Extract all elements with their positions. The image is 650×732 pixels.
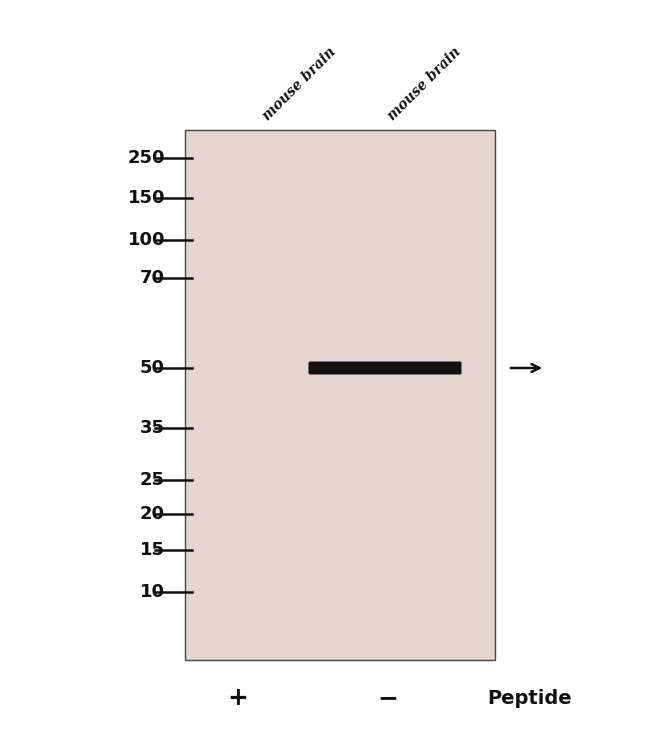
Text: 150: 150 (127, 189, 165, 207)
Text: 15: 15 (140, 541, 165, 559)
Text: 35: 35 (140, 419, 165, 437)
FancyBboxPatch shape (309, 362, 462, 375)
Text: 25: 25 (140, 471, 165, 489)
Text: −: − (378, 686, 398, 710)
Text: mouse brain: mouse brain (260, 45, 339, 123)
Text: 100: 100 (127, 231, 165, 249)
Text: Peptide: Peptide (488, 689, 572, 708)
Text: +: + (227, 686, 248, 710)
Text: 50: 50 (140, 359, 165, 377)
Text: 250: 250 (127, 149, 165, 167)
Text: mouse brain: mouse brain (385, 45, 463, 123)
Bar (185, 130, 495, 660)
Text: 20: 20 (140, 505, 165, 523)
Text: 70: 70 (140, 269, 165, 287)
Text: 10: 10 (140, 583, 165, 601)
